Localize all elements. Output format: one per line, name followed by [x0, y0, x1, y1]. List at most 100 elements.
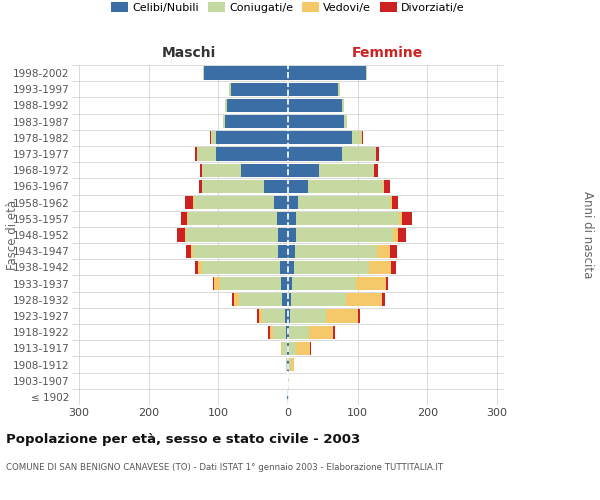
Bar: [225, 99, 227, 112]
Bar: [220, 277, 281, 290]
Bar: [288, 115, 344, 128]
Bar: [344, 115, 347, 128]
Bar: [278, 228, 288, 241]
Bar: [309, 326, 333, 339]
Bar: [281, 342, 283, 355]
Bar: [277, 212, 288, 226]
Bar: [281, 277, 288, 290]
Text: Fasce di età: Fasce di età: [6, 200, 19, 270]
Text: Popolazione per età, sesso e stato civile - 2003: Popolazione per età, sesso e stato civil…: [6, 432, 360, 446]
Bar: [287, 390, 288, 404]
Bar: [223, 115, 225, 128]
Bar: [298, 196, 390, 209]
Bar: [214, 277, 220, 290]
Legend: Celibi/Nubili, Coniugati/e, Vedovi/e, Divorziati/e: Celibi/Nubili, Coniugati/e, Vedovi/e, Di…: [108, 0, 468, 16]
Bar: [188, 212, 277, 226]
Bar: [310, 342, 311, 355]
Bar: [358, 310, 360, 322]
Bar: [213, 277, 214, 290]
Bar: [196, 148, 197, 160]
Bar: [181, 212, 187, 226]
Bar: [232, 293, 233, 306]
Bar: [288, 82, 338, 96]
Text: Anni di nascita: Anni di nascita: [581, 192, 594, 278]
Bar: [283, 293, 288, 306]
Bar: [288, 342, 289, 355]
Bar: [216, 131, 288, 144]
Bar: [356, 277, 386, 290]
Bar: [288, 374, 289, 388]
Bar: [384, 180, 390, 193]
Bar: [390, 244, 397, 258]
Bar: [288, 99, 343, 112]
Bar: [278, 244, 288, 258]
Bar: [293, 260, 369, 274]
Bar: [185, 244, 191, 258]
Bar: [288, 66, 366, 80]
Bar: [229, 82, 231, 96]
Bar: [376, 148, 379, 160]
Bar: [392, 228, 398, 241]
Bar: [288, 148, 343, 160]
Bar: [197, 148, 216, 160]
Bar: [193, 196, 194, 209]
Bar: [288, 358, 289, 371]
Bar: [326, 310, 358, 322]
Bar: [386, 277, 388, 290]
Bar: [391, 260, 396, 274]
Text: Maschi: Maschi: [161, 46, 216, 60]
Bar: [274, 196, 288, 209]
Bar: [296, 212, 400, 226]
Bar: [288, 164, 319, 177]
Bar: [263, 180, 288, 193]
Bar: [377, 244, 390, 258]
Bar: [286, 358, 287, 371]
Bar: [289, 358, 291, 371]
Bar: [295, 244, 377, 258]
Bar: [284, 310, 288, 322]
Bar: [185, 196, 193, 209]
Bar: [346, 293, 382, 306]
Text: COMUNE DI SAN BENIGNO CANAVESE (TO) - Dati ISTAT 1° gennaio 2003 - Elaborazione : COMUNE DI SAN BENIGNO CANAVESE (TO) - Da…: [6, 462, 443, 471]
Bar: [283, 342, 287, 355]
Bar: [205, 66, 288, 80]
Bar: [296, 342, 310, 355]
Bar: [288, 326, 289, 339]
Bar: [199, 180, 202, 193]
Text: Femmine: Femmine: [352, 46, 423, 60]
Bar: [361, 131, 362, 144]
Bar: [211, 131, 216, 144]
Bar: [343, 99, 344, 112]
Bar: [287, 342, 288, 355]
Bar: [352, 131, 361, 144]
Bar: [268, 326, 270, 339]
Bar: [203, 66, 205, 80]
Bar: [333, 326, 335, 339]
Bar: [227, 99, 288, 112]
Bar: [225, 115, 288, 128]
Bar: [289, 326, 309, 339]
Bar: [390, 196, 392, 209]
Bar: [176, 228, 185, 241]
Bar: [187, 212, 188, 226]
Bar: [366, 66, 367, 80]
Bar: [239, 293, 283, 306]
Bar: [198, 260, 202, 274]
Bar: [280, 260, 288, 274]
Bar: [270, 326, 274, 339]
Bar: [262, 310, 284, 322]
Bar: [259, 310, 262, 322]
Bar: [374, 164, 378, 177]
Bar: [288, 310, 290, 322]
Bar: [289, 342, 296, 355]
Bar: [398, 228, 406, 241]
Bar: [288, 212, 296, 226]
Bar: [288, 196, 298, 209]
Bar: [202, 164, 241, 177]
Bar: [186, 228, 278, 241]
Bar: [292, 277, 356, 290]
Bar: [231, 82, 288, 96]
Bar: [288, 277, 292, 290]
Bar: [288, 131, 352, 144]
Bar: [291, 358, 294, 371]
